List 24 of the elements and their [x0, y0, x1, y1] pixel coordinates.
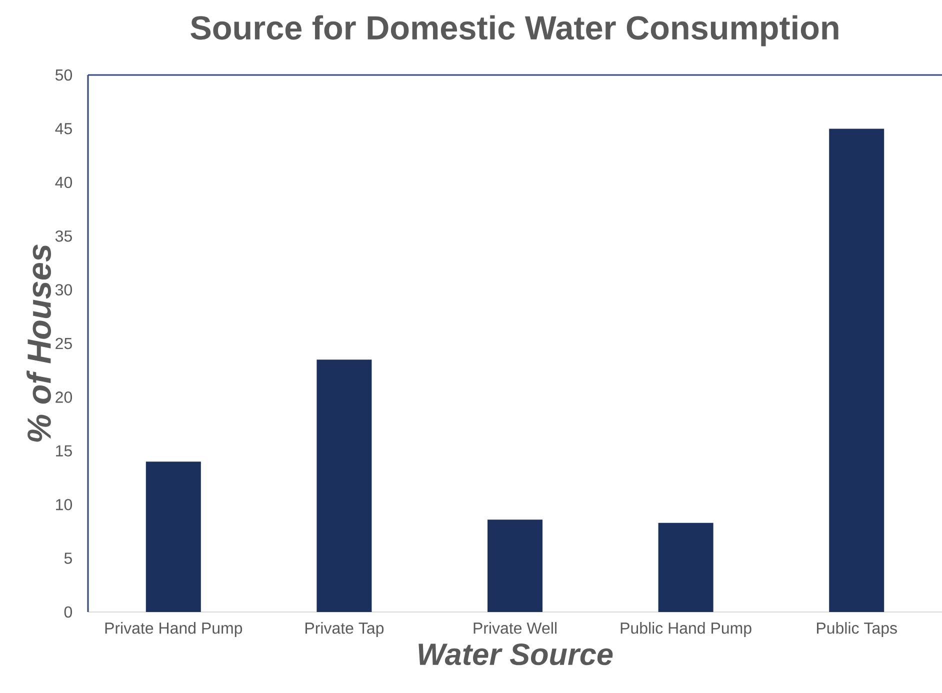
y-tick-label: 0: [64, 606, 72, 618]
y-tick-label: 30: [55, 284, 72, 296]
x-tick-label: Public Hand Pump: [620, 622, 752, 637]
x-axis-title: Water Source: [418, 643, 613, 666]
y-tick-label: 40: [55, 176, 72, 188]
bar: [316, 360, 372, 612]
x-tick-label: Private Hand Pump: [105, 622, 242, 637]
y-tick-label: 15: [56, 445, 72, 456]
y-tick-label: 50: [55, 69, 72, 81]
bar: [146, 462, 201, 612]
y-tick-label: 25: [56, 338, 72, 350]
y-tick-label: 20: [56, 392, 72, 403]
bar: [658, 522, 714, 612]
bar: [829, 128, 884, 612]
y-tick-label: 35: [55, 230, 72, 242]
x-tick-label: Private Well: [474, 622, 556, 634]
chart-title: Source for Domestic Water Consumption: [190, 15, 838, 46]
y-tick-label: 10: [56, 498, 72, 510]
y-tick-label: 45: [55, 123, 72, 134]
y-tick-label: 5: [64, 552, 72, 564]
x-tick-label: Private Tap: [306, 622, 384, 637]
y-axis-title: % of Houses: [26, 244, 52, 442]
bar: [488, 520, 542, 612]
x-tick-label: Public Taps: [817, 622, 897, 637]
